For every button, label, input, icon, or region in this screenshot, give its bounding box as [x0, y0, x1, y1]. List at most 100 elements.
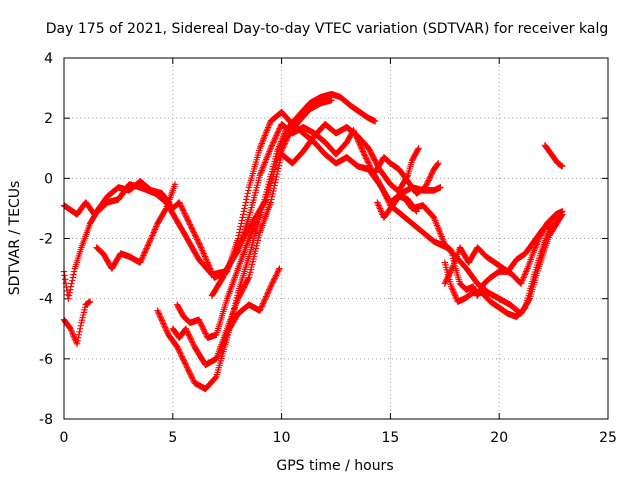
data-point [191, 230, 198, 238]
data-point [442, 279, 449, 286]
data-point [273, 270, 280, 278]
data-point [276, 125, 283, 132]
data-point [182, 361, 190, 369]
series-track-11 [395, 145, 422, 194]
data-point [199, 324, 207, 332]
data-point [186, 332, 193, 339]
data-point [162, 206, 169, 213]
data-point [357, 142, 364, 149]
data-point [375, 202, 382, 209]
data-point [136, 259, 144, 266]
data-point [205, 262, 213, 269]
data-point [61, 272, 68, 279]
data-point [185, 367, 192, 374]
data-point [272, 176, 280, 183]
data-point [146, 238, 153, 245]
data-point [188, 372, 195, 380]
data-point [449, 263, 457, 271]
data-point [268, 280, 276, 288]
data-point [429, 168, 436, 176]
data-point [361, 152, 369, 159]
data-point [67, 325, 74, 332]
series-track-4 [93, 181, 179, 272]
data-point [157, 314, 164, 321]
data-point [450, 289, 458, 296]
data-point [371, 117, 379, 125]
data-point [521, 272, 528, 280]
data-point [267, 145, 274, 152]
data-point [517, 280, 525, 287]
data-point [283, 135, 291, 143]
data-point [147, 235, 155, 242]
series-track-14 [441, 217, 562, 320]
data-point [186, 368, 193, 375]
data-point [413, 208, 420, 215]
data-point [180, 208, 188, 216]
data-point [145, 240, 152, 248]
data-point [203, 257, 211, 265]
data-point [281, 140, 289, 147]
y-tick-label: 4 [44, 51, 53, 67]
data-point [534, 238, 542, 245]
data-point [188, 224, 195, 231]
data-point [208, 268, 215, 275]
data-point [153, 223, 160, 230]
data-point [268, 143, 275, 151]
data-point [154, 307, 161, 314]
data-point [445, 272, 453, 279]
y-tick-label: 0 [44, 171, 53, 187]
data-point [74, 337, 81, 344]
data-point [403, 173, 411, 180]
series-track-12 [374, 193, 420, 221]
data-point [195, 240, 203, 247]
data-point [196, 241, 203, 249]
data-point [151, 226, 159, 233]
data-point [143, 245, 150, 252]
data-point [434, 160, 441, 168]
data-point [203, 256, 210, 263]
data-point [159, 318, 166, 326]
data-point [241, 202, 249, 209]
data-point [138, 256, 145, 263]
data-point [277, 148, 285, 155]
data-point [69, 330, 76, 337]
data-point [199, 323, 206, 330]
data-point [236, 226, 244, 233]
y-axis-label: SDTVAR / TECUs [7, 181, 23, 296]
data-point [212, 374, 219, 381]
data-point [425, 177, 432, 184]
data-point [76, 328, 83, 335]
data-point [428, 170, 436, 177]
data-point [263, 293, 270, 300]
data-point [424, 178, 432, 186]
data-point [269, 190, 276, 198]
data-point [187, 371, 194, 378]
data-point [65, 295, 72, 302]
data-point [446, 246, 454, 253]
data-point [69, 277, 76, 284]
data-point [207, 265, 214, 272]
data-point [363, 155, 370, 162]
data-point [76, 325, 84, 332]
data-point [279, 144, 287, 151]
data-point [272, 135, 279, 142]
data-point [180, 207, 187, 214]
data-point [183, 363, 190, 370]
data-point [145, 239, 153, 246]
data-point [272, 272, 280, 279]
data-point [553, 218, 560, 226]
data-point [247, 231, 255, 238]
data-point [267, 283, 274, 290]
data-point [185, 331, 192, 338]
data-point [452, 292, 459, 299]
data-point [162, 324, 169, 331]
data-point [155, 310, 163, 317]
data-point [452, 293, 460, 301]
data-point [520, 274, 527, 281]
data-point [412, 207, 420, 214]
data-point [266, 286, 273, 293]
data-point [263, 291, 271, 299]
data-point [192, 233, 200, 240]
